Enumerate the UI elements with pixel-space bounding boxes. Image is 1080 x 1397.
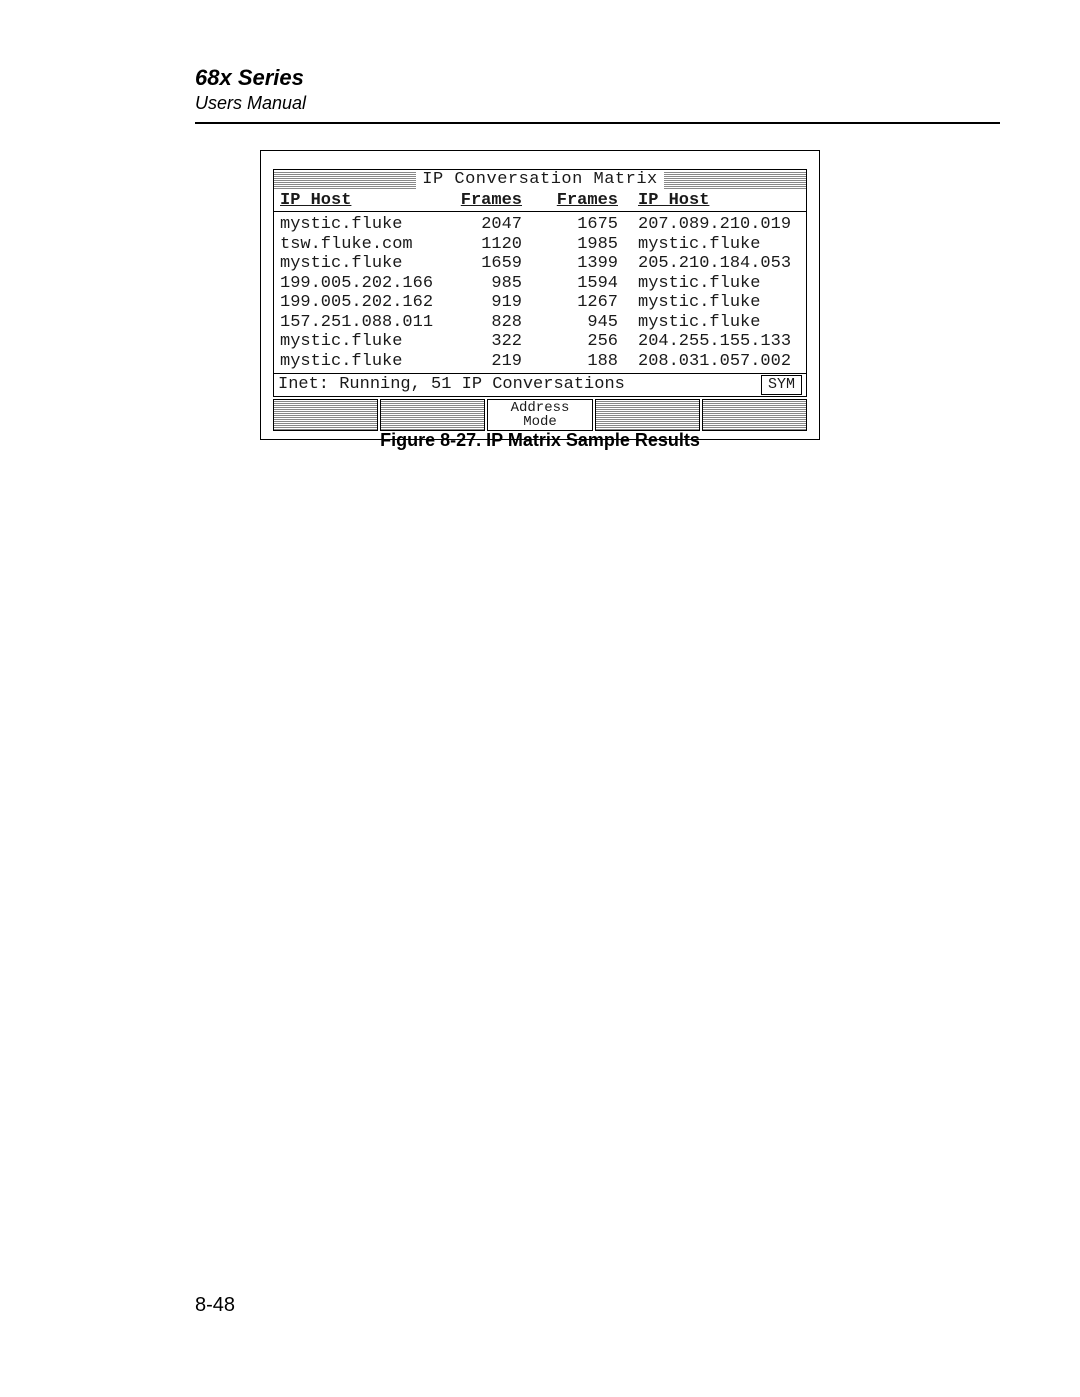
cell-frames-right: 256 bbox=[540, 332, 630, 352]
cell-host-left: 157.251.088.011 bbox=[280, 313, 450, 333]
cell-host-left: mystic.fluke bbox=[280, 352, 450, 372]
cell-frames-right: 1594 bbox=[540, 274, 630, 294]
status-text: Inet: Running, 51 IP Conversations bbox=[278, 375, 761, 395]
cell-frames-left: 219 bbox=[450, 352, 540, 372]
softkey-3-label: Address Mode bbox=[511, 401, 570, 429]
softkey-5[interactable] bbox=[702, 399, 807, 431]
table-row: tsw.fluke.com 1120 1985 mystic.fluke bbox=[280, 235, 800, 255]
col-header-frames-left: Frames bbox=[461, 191, 522, 210]
table-row: mystic.fluke 1659 1399 205.210.184.053 bbox=[280, 254, 800, 274]
cell-host-left: mystic.fluke bbox=[280, 215, 450, 235]
cell-frames-right: 1399 bbox=[540, 254, 630, 274]
table-row: 199.005.202.166 985 1594 mystic.fluke bbox=[280, 274, 800, 294]
cell-frames-right: 1675 bbox=[540, 215, 630, 235]
lcd-title-row: IP Conversation Matrix bbox=[273, 169, 807, 190]
cell-frames-left: 2047 bbox=[450, 215, 540, 235]
cell-frames-left: 322 bbox=[450, 332, 540, 352]
table-row: mystic.fluke 322 256 204.255.155.133 bbox=[280, 332, 800, 352]
cell-host-left: mystic.fluke bbox=[280, 332, 450, 352]
table-row: mystic.fluke 2047 1675 207.089.210.019 bbox=[280, 215, 800, 235]
lcd-screen: IP Conversation Matrix IP Host Frames Fr… bbox=[273, 169, 807, 431]
cell-frames-right: 1985 bbox=[540, 235, 630, 255]
cell-host-left: 199.005.202.162 bbox=[280, 293, 450, 313]
softkey-1[interactable] bbox=[273, 399, 378, 431]
col-header-frames-right: Frames bbox=[557, 191, 618, 210]
cell-host-right: 205.210.184.053 bbox=[630, 254, 800, 274]
cell-host-right: 207.089.210.019 bbox=[630, 215, 800, 235]
cell-host-left: 199.005.202.166 bbox=[280, 274, 450, 294]
page-number: 8-48 bbox=[195, 1294, 235, 1317]
hatch-left bbox=[274, 171, 416, 189]
sym-indicator: SYM bbox=[761, 375, 802, 394]
cell-host-right: 208.031.057.002 bbox=[630, 352, 800, 372]
cell-frames-right: 945 bbox=[540, 313, 630, 333]
lcd-title: IP Conversation Matrix bbox=[416, 170, 663, 190]
cell-frames-right: 188 bbox=[540, 352, 630, 372]
table-row: 157.251.088.011 828 945 mystic.fluke bbox=[280, 313, 800, 333]
cell-frames-left: 1120 bbox=[450, 235, 540, 255]
cell-host-right: mystic.fluke bbox=[630, 235, 800, 255]
cell-frames-left: 985 bbox=[450, 274, 540, 294]
cell-host-right: mystic.fluke bbox=[630, 274, 800, 294]
hatch-right bbox=[664, 171, 806, 189]
col-header-host-left: IP Host bbox=[280, 191, 351, 210]
table-row: mystic.fluke 219 188 208.031.057.002 bbox=[280, 352, 800, 372]
col-header-host-right: IP Host bbox=[638, 191, 709, 210]
lcd-status-row: Inet: Running, 51 IP Conversations SYM bbox=[273, 373, 807, 396]
header-rule bbox=[195, 122, 1000, 124]
cell-frames-right: 1267 bbox=[540, 293, 630, 313]
softkey-row: Address Mode bbox=[273, 399, 807, 431]
cell-host-left: mystic.fluke bbox=[280, 254, 450, 274]
softkey-2[interactable] bbox=[380, 399, 485, 431]
cell-host-right: mystic.fluke bbox=[630, 293, 800, 313]
softkey-4[interactable] bbox=[595, 399, 700, 431]
cell-host-right: 204.255.155.133 bbox=[630, 332, 800, 352]
table-row: 199.005.202.162 919 1267 mystic.fluke bbox=[280, 293, 800, 313]
manual-subtitle: Users Manual bbox=[195, 93, 1000, 114]
series-title: 68x Series bbox=[195, 65, 1000, 91]
lcd-body: mystic.fluke 2047 1675 207.089.210.019 t… bbox=[273, 212, 807, 373]
cell-frames-left: 919 bbox=[450, 293, 540, 313]
softkey-3-address-mode[interactable]: Address Mode bbox=[487, 399, 592, 431]
page-header: 68x Series Users Manual bbox=[195, 65, 1000, 124]
cell-host-right: mystic.fluke bbox=[630, 313, 800, 333]
cell-frames-left: 1659 bbox=[450, 254, 540, 274]
cell-host-left: tsw.fluke.com bbox=[280, 235, 450, 255]
figure-container: IP Conversation Matrix IP Host Frames Fr… bbox=[260, 150, 820, 440]
cell-frames-left: 828 bbox=[450, 313, 540, 333]
lcd-column-headers: IP Host Frames Frames IP Host bbox=[273, 190, 807, 213]
figure-caption: Figure 8-27. IP Matrix Sample Results bbox=[260, 430, 820, 451]
